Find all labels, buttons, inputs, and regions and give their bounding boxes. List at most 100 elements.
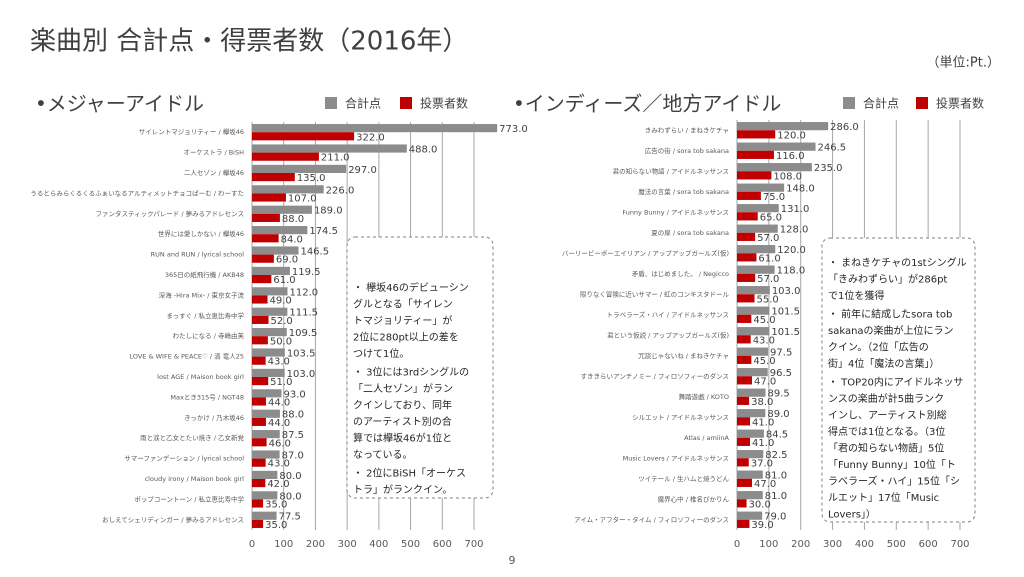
value-label: 89.5 bbox=[768, 389, 790, 400]
category-label: Music Lovers / アイドルネッサンス bbox=[623, 454, 729, 462]
note-text: 「君の知らない物語」5位 bbox=[828, 442, 944, 455]
value-label: 81.0 bbox=[765, 491, 787, 502]
value-label: 103.0 bbox=[287, 369, 316, 380]
value-label: 109.5 bbox=[289, 328, 318, 339]
value-label: 488.0 bbox=[409, 145, 438, 156]
note-text: ・ 欅坂46のデビューシン bbox=[353, 281, 469, 294]
value-label: 107.0 bbox=[288, 193, 317, 204]
bar bbox=[737, 499, 747, 508]
note-text: 得点では1位となる。（3位 bbox=[828, 425, 945, 438]
value-label: 103.5 bbox=[287, 349, 316, 360]
value-label: 135.0 bbox=[297, 173, 326, 184]
bar bbox=[252, 458, 266, 467]
x-tick-label: 300 bbox=[338, 539, 357, 550]
note-text: 「きみわずらい」が286pt bbox=[828, 273, 947, 286]
value-label: 57.0 bbox=[757, 233, 779, 244]
bar bbox=[252, 164, 347, 173]
value-label: 79.0 bbox=[764, 512, 786, 523]
value-label: 47.0 bbox=[754, 376, 776, 387]
value-label: 30.0 bbox=[749, 499, 771, 510]
x-tick-label: 500 bbox=[401, 539, 420, 550]
x-tick-label: 100 bbox=[759, 539, 778, 550]
legend-label: 投票者数 bbox=[420, 96, 468, 111]
value-label: 88.0 bbox=[282, 214, 304, 225]
x-tick-label: 600 bbox=[919, 539, 938, 550]
bar bbox=[252, 275, 272, 284]
category-label: Atlas / amiinA bbox=[684, 434, 729, 442]
value-label: 81.0 bbox=[765, 471, 787, 482]
value-label: 45.0 bbox=[753, 315, 775, 326]
x-tick-label: 700 bbox=[950, 539, 969, 550]
value-label: 116.0 bbox=[776, 151, 805, 162]
note-box bbox=[821, 237, 976, 523]
value-label: 235.0 bbox=[814, 163, 843, 174]
bar bbox=[252, 491, 278, 500]
chart-title: •メジャーアイドル bbox=[35, 92, 204, 116]
value-label: 44.0 bbox=[268, 418, 290, 429]
bar bbox=[737, 245, 776, 254]
note-text: 算では欅坂46が1位と bbox=[353, 432, 452, 445]
note-text: つけて1位。 bbox=[353, 347, 409, 360]
bar bbox=[737, 409, 766, 418]
bar bbox=[252, 430, 280, 439]
bar bbox=[737, 273, 756, 282]
value-label: 97.5 bbox=[770, 348, 792, 359]
note-text: 「二人セゾン」がラン bbox=[353, 382, 453, 395]
bar bbox=[737, 224, 778, 233]
value-label: 61.0 bbox=[758, 253, 780, 264]
bar bbox=[252, 450, 280, 459]
value-label: 43.0 bbox=[268, 357, 290, 368]
value-label: 101.5 bbox=[771, 327, 800, 338]
legend-swatch bbox=[325, 97, 337, 109]
bar bbox=[252, 246, 299, 255]
value-label: 80.0 bbox=[279, 491, 301, 502]
bar bbox=[737, 142, 816, 151]
category-label: Funny Bunny / アイドルネッサンス bbox=[622, 208, 729, 216]
value-label: 96.5 bbox=[770, 368, 792, 379]
bar bbox=[737, 212, 758, 221]
bar bbox=[737, 519, 750, 528]
x-tick-label: 500 bbox=[887, 539, 906, 550]
bar bbox=[252, 470, 278, 479]
bar bbox=[252, 348, 285, 357]
category-label: ファンタスティックパレード / 夢みるアドレセンス bbox=[96, 209, 244, 218]
note-text: 街」4位「魔法の言葉」） bbox=[828, 357, 939, 370]
note-text: で1位を獲得 bbox=[828, 289, 884, 302]
bar bbox=[252, 356, 266, 365]
bar bbox=[252, 144, 407, 153]
note-text: 2位に280pt以上の差を bbox=[353, 331, 459, 344]
x-tick-label: 0 bbox=[249, 539, 255, 550]
bar bbox=[252, 368, 285, 377]
bar bbox=[737, 171, 772, 180]
category-label: Maxとき315号 / NGT48 bbox=[170, 393, 244, 401]
x-tick-label: 200 bbox=[791, 539, 810, 550]
legend-swatch bbox=[843, 97, 855, 109]
note-text: ・ TOP20内にアイドルネッサ bbox=[828, 376, 963, 389]
category-label: わたしになる / 寺嶋由芙 bbox=[173, 331, 245, 340]
bar bbox=[252, 397, 266, 406]
value-label: 112.0 bbox=[290, 287, 319, 298]
page-number: 9 bbox=[509, 554, 516, 567]
category-label: 広告の街 / sora tob sakana bbox=[645, 146, 729, 155]
x-tick-label: 400 bbox=[369, 539, 388, 550]
value-label: 35.0 bbox=[265, 520, 287, 531]
bar bbox=[737, 437, 751, 446]
bar bbox=[737, 470, 763, 479]
value-label: 82.5 bbox=[765, 450, 787, 461]
note-text: ・ 2位にBiSH「オーケス bbox=[353, 467, 466, 480]
category-label: ポップコーントーン / 私立恵比寿中学 bbox=[134, 494, 244, 503]
category-label: 夏の扉 / sora tob sakana bbox=[651, 228, 729, 237]
x-tick-label: 600 bbox=[433, 539, 452, 550]
value-label: 87.0 bbox=[282, 451, 304, 462]
value-label: 84.5 bbox=[766, 430, 788, 441]
category-label: まっすぐ / 私立恵比寿中学 bbox=[166, 311, 244, 320]
category-label: 矛盾、はじめました。 / Negicco bbox=[632, 270, 729, 278]
value-label: 37.0 bbox=[751, 458, 773, 469]
value-label: 773.0 bbox=[499, 124, 528, 135]
note-text: sakanaの楽曲が上位にラン bbox=[828, 324, 954, 337]
x-tick-label: 0 bbox=[734, 539, 740, 550]
legend-label: 合計点 bbox=[863, 96, 899, 111]
bar bbox=[252, 519, 264, 528]
category-label: 舞踏遊戯 / KOTO bbox=[679, 392, 729, 401]
